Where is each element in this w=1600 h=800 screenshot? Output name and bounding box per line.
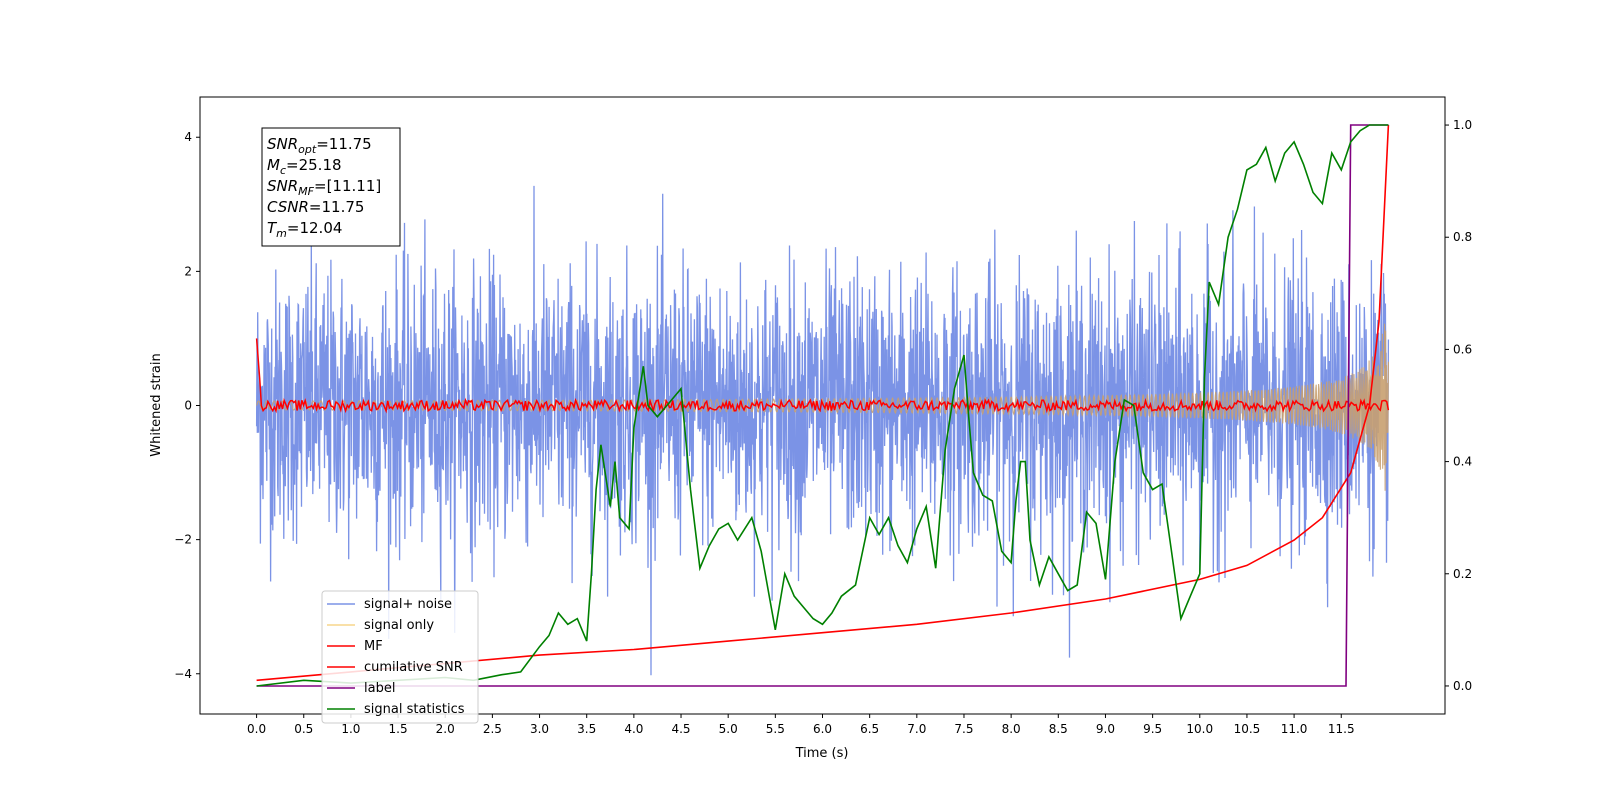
- legend-label: cumilative SNR: [364, 660, 463, 675]
- y-tick-label: −4: [174, 667, 192, 681]
- y-axis-label: Whitened strain: [149, 353, 164, 456]
- x-tick-label: 6.0: [813, 722, 832, 736]
- annotation-line: SNRMF=[11.11]: [267, 177, 381, 198]
- x-tick-label: 3.0: [530, 722, 549, 736]
- y-axis-right: 0.0 0.2 0.4 0.6 0.8 1.0: [1445, 118, 1472, 693]
- x-tick-label: 8.0: [1002, 722, 1021, 736]
- x-tick-label: 9.0: [1096, 722, 1115, 736]
- annotation-line: Tm=12.04: [267, 219, 342, 240]
- legend-label: label: [364, 681, 395, 696]
- x-tick-label: 9.5: [1143, 722, 1162, 736]
- legend-label: MF: [364, 639, 383, 654]
- series-cumilative-snr: [256, 124, 1390, 682]
- y-tick-label: −2: [174, 533, 192, 547]
- x-tick-label: 5.5: [766, 722, 785, 736]
- legend-label: signal only: [364, 618, 434, 633]
- y2-tick-label: 0.4: [1453, 455, 1472, 469]
- x-tick-label: 6.5: [860, 722, 879, 736]
- x-tick-label: 0.5: [294, 722, 313, 736]
- annotation-line: Mc=25.18: [267, 156, 342, 177]
- x-tick-label: 7.0: [907, 722, 926, 736]
- y2-tick-label: 0.2: [1453, 567, 1472, 581]
- x-tick-label: 4.5: [671, 722, 690, 736]
- series-mf: [255, 338, 1390, 414]
- x-tick-label: 5.0: [719, 722, 738, 736]
- y2-tick-label: 0.8: [1453, 230, 1472, 244]
- legend: signal+ noise signal only MF cumilative SNR…: [321, 590, 479, 724]
- x-tick-label: 11.5: [1328, 722, 1355, 736]
- y-axis-left: −4 −2 0 2 4: [174, 130, 200, 681]
- y2-tick-label: 0.0: [1453, 679, 1472, 693]
- x-tick-label: 4.0: [624, 722, 643, 736]
- x-axis: 0.0 0.5 1.0 1.5 2.0 2.5 3.0 3.5 4.0 4.5 5.0 5.5 6.0 6…: [247, 714, 1355, 736]
- x-tick-label: 10.0: [1186, 722, 1213, 736]
- x-tick-label: 2.0: [436, 722, 455, 736]
- x-tick-label: 11.0: [1281, 722, 1308, 736]
- annotation-box: SNRopt=11.75Mc=25.18SNRMF=[11.11]CSNR=11…: [261, 127, 401, 247]
- y-tick-label: 2: [184, 264, 192, 278]
- x-tick-label: 3.5: [577, 722, 596, 736]
- x-tick-label: 2.5: [483, 722, 502, 736]
- annotation-line: CSNR=11.75: [267, 198, 364, 216]
- legend-frame: [321, 590, 479, 724]
- annotation-frame: [261, 127, 401, 247]
- series-signal-only: [256, 323, 1389, 491]
- legend-label: signal+ noise: [364, 597, 452, 612]
- legend-label: signal statistics: [364, 702, 465, 717]
- y-tick-label: 4: [184, 130, 192, 144]
- x-tick-label: 10.5: [1234, 722, 1261, 736]
- x-tick-label: 1.5: [389, 722, 408, 736]
- x-tick-label: 7.5: [954, 722, 973, 736]
- annotation-line: SNRopt=11.75: [267, 135, 372, 156]
- plot-area: [255, 124, 1390, 687]
- series-signal-statistics: [256, 124, 1389, 687]
- x-tick-label: 8.5: [1049, 722, 1068, 736]
- y2-tick-label: 0.6: [1453, 342, 1472, 356]
- x-tick-label: 0.0: [247, 722, 266, 736]
- x-tick-label: 1.0: [341, 722, 360, 736]
- y2-tick-label: 1.0: [1453, 118, 1472, 132]
- y-tick-label: 0: [184, 399, 192, 413]
- x-axis-label: Time (s): [795, 746, 849, 761]
